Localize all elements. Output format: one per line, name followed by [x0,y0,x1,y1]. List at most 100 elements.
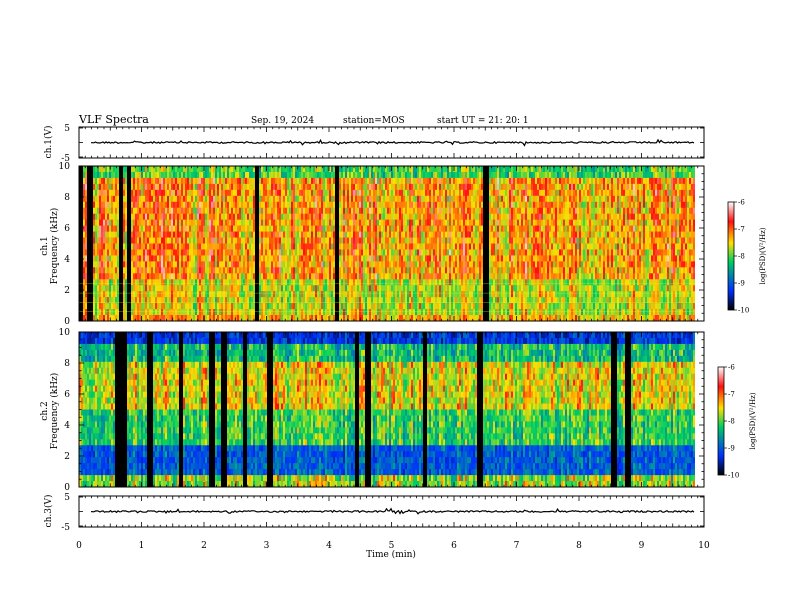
spectrogram-cell [107,201,109,209]
spectrogram-cell [141,201,143,209]
spectrogram-cell [311,171,313,179]
spectrogram-cell [259,261,261,268]
spectrogram-cell [263,166,265,173]
spectrogram-cell [375,171,377,179]
spectrogram-cell [343,303,345,310]
spectrogram-cell [419,201,421,209]
spectrogram-cell [205,273,207,280]
spectrogram-cell [391,166,393,173]
spectrogram-cell [185,303,187,310]
spectrogram-cell [469,237,471,244]
spectrogram-cell [393,285,395,292]
spectrogram-cell [83,237,85,244]
spectrogram-cell [245,249,247,256]
spectrogram-cell [319,291,321,298]
spectrogram-cell [431,213,433,220]
spectrogram-cell [453,285,455,292]
spectrogram-cell [165,189,167,197]
spectrogram-cell [135,273,137,280]
spectrogram-cell [115,291,117,298]
spectrogram-cell [377,255,379,262]
spectrogram-cell [453,261,455,268]
spectrogram-cell [147,315,149,322]
spectrogram-cell [461,243,463,250]
spectrogram-cell [93,315,95,322]
spectrogram-cell [425,285,427,292]
spectrogram-cell [199,183,201,191]
spectrogram-cell [401,255,403,262]
spectrogram-cell [329,249,331,256]
spectrogram-cell [325,207,327,214]
spectrogram-cell [111,255,113,262]
spectrogram-cell [315,303,317,310]
spectrogram-cell [103,219,105,226]
spectrogram-cell [271,249,273,256]
spectrogram-cell [405,207,407,214]
spectrogram-cell [361,279,363,286]
spectrogram-cell [111,219,113,226]
spectrogram-cell [275,195,277,203]
spectrogram-cell [105,255,107,262]
spectrogram-cell [197,279,199,286]
spectrogram-cell [225,309,227,316]
spectrogram-cell [367,237,369,244]
spectrogram-cell [405,285,407,292]
spectrogram-cell [83,285,85,292]
spectrogram-cell [149,237,151,244]
spectrogram-cell [467,291,469,298]
spectrogram-cell [321,297,323,304]
spectrogram-cell [131,297,133,304]
spectrogram-cell [373,237,375,244]
spectrogram-cell [311,255,313,262]
spectrogram-cell [311,219,313,226]
spectrogram-cell [415,243,417,250]
spectrogram-cell [267,171,269,179]
spectrogram-cell [455,201,457,209]
spectrogram-cell [315,249,317,256]
spectrogram-cell [175,309,177,316]
spectrogram-cell [97,255,99,262]
spectrogram-cell [273,267,275,274]
spectrogram-cell [429,315,431,322]
spectrogram-cell [141,166,143,173]
spectrogram-cell [171,315,173,322]
spectrogram-cell [405,183,407,191]
spectrogram-cell [153,309,155,316]
spectrogram-cell [461,267,463,274]
spectrogram-cell [435,315,437,322]
spectrogram-cell [375,309,377,316]
spectrogram-cell [465,213,467,220]
spectrogram-cell [259,273,261,280]
spectrogram-cell [277,249,279,256]
spectrogram-cell [409,261,411,268]
spectrogram-cell [227,183,229,191]
spectrogram-cell [251,177,253,185]
spectrogram-cell [305,315,307,322]
spectrogram-cell [435,255,437,262]
spectrogram-cell [209,297,211,304]
spectrogram-cell [113,171,115,179]
spectrogram-cell [373,267,375,274]
spectrogram-cell [435,291,437,298]
spectrogram-cell [449,237,451,244]
spectrogram-cell [351,213,353,220]
spectrogram-cell [325,243,327,250]
spectrogram-cell [393,261,395,268]
spectrogram-cell [139,255,141,262]
spectrogram-cell [141,273,143,280]
spectrogram-cell [207,303,209,310]
spectrogram-cell [373,243,375,250]
spectrogram-cell [107,171,109,179]
spectrogram-cell [265,219,267,226]
spectrogram-cell [95,315,97,322]
spectrogram-cell [135,237,137,244]
spectrogram-cell [345,249,347,256]
spectrogram-cell [207,213,209,220]
spectrogram-cell [93,309,95,316]
spectrogram-cell [397,297,399,304]
spectrogram-cell [401,273,403,280]
spectrogram-cell [323,237,325,244]
spectrogram-cell [189,171,191,179]
spectrogram-cell [309,213,311,220]
spectrogram-cell [139,237,141,244]
